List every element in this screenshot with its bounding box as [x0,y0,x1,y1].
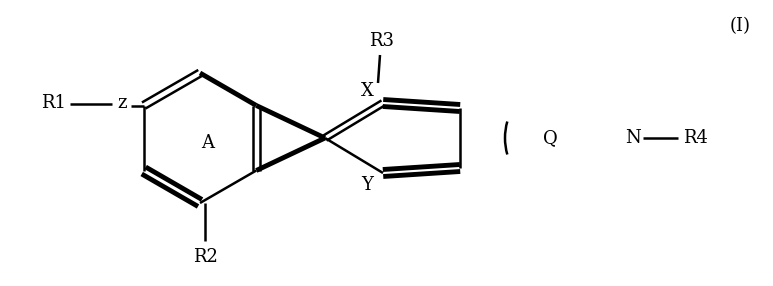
Text: R2: R2 [192,248,217,266]
Text: Q: Q [543,129,557,147]
Text: N: N [625,129,641,147]
Text: (I): (I) [730,17,751,35]
Text: R1: R1 [41,94,66,112]
Text: A: A [202,134,214,152]
Text: R3: R3 [369,32,394,50]
Text: z: z [117,94,127,112]
Text: Y: Y [361,176,373,194]
Text: X: X [360,82,373,100]
Text: R4: R4 [683,129,707,147]
